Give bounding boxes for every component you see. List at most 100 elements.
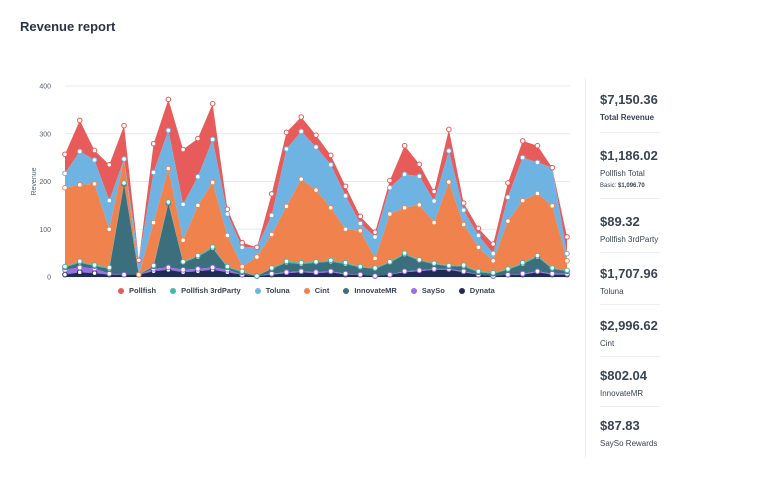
point-cint [298, 176, 305, 182]
point-pollfish [313, 132, 319, 138]
point-cint [136, 271, 142, 278]
stat-value: $7,150.36 [600, 92, 658, 107]
stat-toluna: $1,707.96 Toluna [600, 266, 670, 305]
point-pollfish [298, 114, 305, 120]
point-pollfish [327, 152, 334, 159]
point-cint [254, 254, 260, 260]
point-pollfish [342, 183, 349, 190]
legend-item[interactable]: Toluna [254, 286, 290, 295]
point-toluna [475, 232, 482, 239]
point-sayso [549, 270, 556, 277]
point-cint [505, 218, 511, 224]
legend-item[interactable]: Dynata [458, 286, 495, 295]
point-pollfish [505, 180, 511, 186]
point-pollfish-3rdparty [342, 259, 349, 266]
point-pollfish [209, 100, 216, 107]
legend-item[interactable]: Cint [303, 286, 330, 295]
stat-label: InnovateMR [600, 389, 644, 398]
point-sayso [431, 266, 437, 272]
stat-label: Pollfish 3rdParty [600, 235, 659, 244]
legend-label: SaySo [421, 286, 445, 295]
point-pollfish-3rdparty [268, 265, 275, 271]
point-pollfish [62, 151, 68, 158]
point-pollfish [195, 135, 201, 142]
area-cint [65, 159, 567, 276]
point-pollfish-3rdparty [534, 252, 541, 259]
legend-label: Pollfish [129, 286, 157, 295]
y-tick-label: 200 [39, 179, 51, 186]
point-sayso [387, 271, 393, 278]
legend-label: InnovateMR [354, 286, 397, 295]
point-toluna [298, 128, 305, 135]
point-pollfish-3rdparty [209, 244, 216, 250]
point-pollfish [490, 241, 496, 247]
point-cint [62, 184, 68, 191]
point-sayso [327, 268, 334, 275]
point-pollfish [91, 147, 98, 154]
stat-value: $89.32 [600, 214, 640, 229]
point-toluna [239, 244, 245, 251]
area-sayso [65, 267, 567, 276]
chart-legend: Pollfish Pollfish 3rdParty Toluna Cint Innov… [118, 286, 495, 295]
point-sayso [401, 268, 408, 275]
point-pollfish-3rdparty [313, 258, 319, 265]
legend-item[interactable]: SaySo [410, 286, 445, 295]
point-toluna [327, 161, 334, 168]
legend-item[interactable]: Pollfish [118, 286, 156, 295]
point-toluna [505, 194, 511, 201]
point-cint [357, 227, 364, 234]
point-pollfish [387, 177, 393, 184]
legend-item[interactable]: Pollfish 3rdParty [170, 286, 241, 295]
point-cint [283, 203, 290, 210]
point-pollfish-3rdparty [298, 259, 305, 266]
point-sayso [534, 268, 541, 275]
point-pollfish-3rdparty [475, 268, 482, 275]
point-cint [401, 204, 408, 211]
point-cint [313, 187, 319, 193]
point-cint [180, 237, 186, 244]
point-pollfish [475, 225, 482, 232]
legend-item[interactable]: InnovateMR [343, 286, 397, 295]
stat-value: $87.83 [600, 418, 640, 433]
area-toluna [65, 130, 567, 275]
legend-label: Toluna [265, 286, 290, 295]
point-pollfish [460, 200, 467, 206]
point-cint [475, 244, 482, 251]
point-cint [372, 255, 378, 262]
legend-swatch [254, 287, 261, 294]
point-cint [150, 219, 157, 226]
point-cint [431, 219, 437, 226]
point-toluna [62, 170, 68, 177]
point-cint [76, 182, 83, 188]
point-cint [460, 221, 467, 228]
point-toluna [431, 198, 437, 204]
point-toluna [490, 250, 496, 257]
y-tick-label: 400 [39, 84, 51, 91]
point-toluna [372, 234, 378, 240]
legend-label: Cint [314, 286, 330, 295]
point-toluna [534, 159, 541, 166]
point-cint [327, 204, 334, 211]
point-cint [416, 202, 423, 208]
point-pollfish-3rdparty [180, 258, 186, 265]
point-pollfish [254, 244, 260, 251]
point-pollfish [136, 257, 142, 264]
point-pollfish-3rdparty [121, 180, 127, 186]
point-cint [387, 211, 393, 217]
point-pollfish-3rdparty [283, 258, 290, 265]
point-toluna [342, 193, 349, 199]
point-cint [209, 179, 216, 186]
point-sayso [106, 270, 113, 277]
point-toluna [150, 169, 157, 176]
point-sayso [195, 266, 201, 272]
point-pollfish-3rdparty [431, 260, 437, 266]
stat-label: Pollfish Total [600, 169, 645, 178]
point-cint [224, 232, 231, 239]
point-pollfish [431, 188, 437, 195]
legend-swatch [118, 287, 124, 294]
point-sayso [165, 264, 172, 271]
point-cint [549, 203, 556, 209]
point-toluna [401, 171, 408, 178]
point-toluna [91, 157, 98, 163]
y-tick-label: 100 [39, 227, 51, 234]
